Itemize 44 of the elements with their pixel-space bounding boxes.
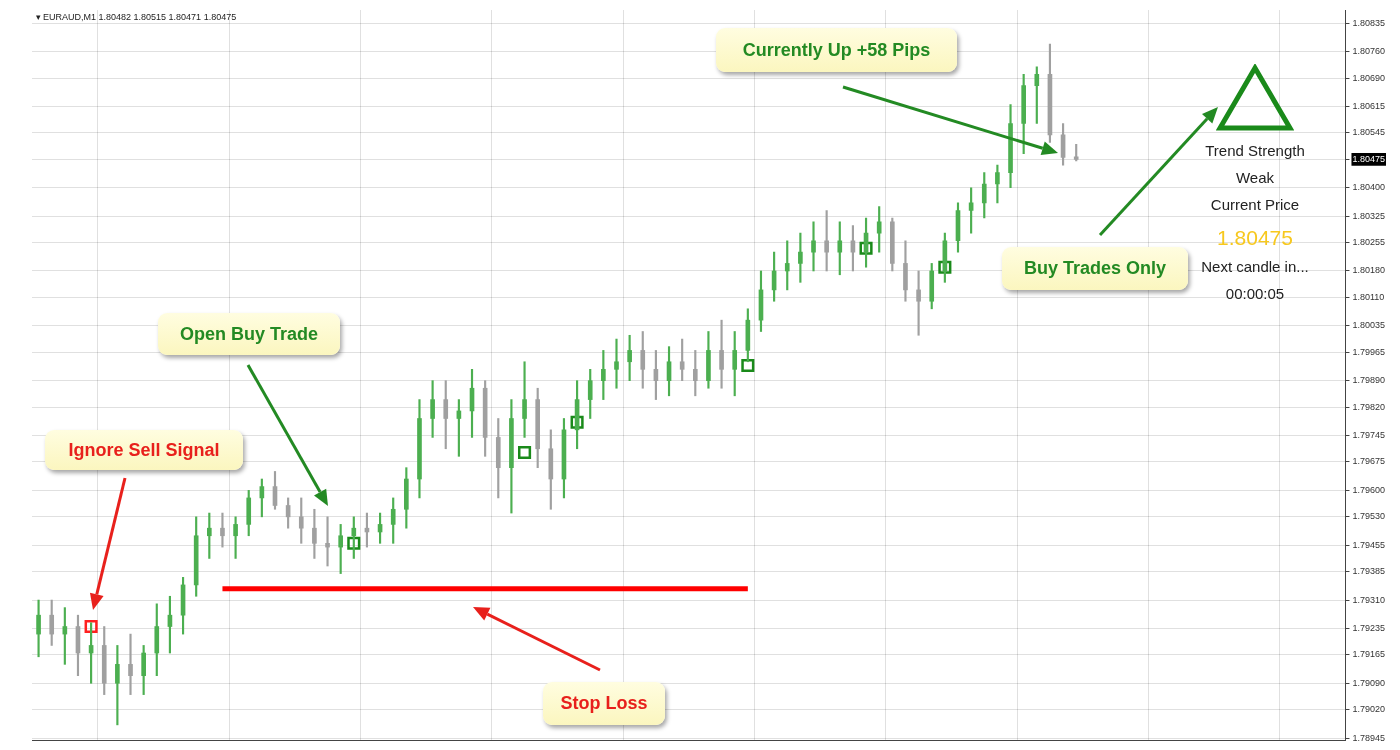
y-tick-label: 1.79820 <box>1352 401 1386 412</box>
annotation: Buy Trades Only <box>1002 247 1188 290</box>
y-tick-label: 1.79235 <box>1352 622 1386 633</box>
y-tick-label: 1.80690 <box>1352 72 1386 83</box>
y-tick-label: 1.79600 <box>1352 484 1386 495</box>
annotation: Next candle in... <box>1200 256 1310 277</box>
y-tick-label: 1.80110 <box>1352 291 1385 302</box>
y-tick-label: 1.80475 <box>1352 153 1386 164</box>
chart-title: ▾ EURAUD,M1 1.80482 1.80515 1.80471 1.80475 <box>36 12 237 23</box>
y-tick-label: 1.79020 <box>1352 704 1386 715</box>
y-tick-label: 1.78945 <box>1352 732 1386 743</box>
y-tick-label: 1.79385 <box>1352 566 1386 577</box>
annotation: 00:00:05 <box>1224 283 1286 304</box>
point <box>859 241 873 255</box>
y-tick-label: 1.80325 <box>1352 210 1386 221</box>
point <box>518 445 532 460</box>
y-tick-label: 1.79165 <box>1352 649 1386 660</box>
point <box>347 536 361 550</box>
y-tick-label: 1.80760 <box>1352 46 1386 57</box>
y-tick-label: 1.79310 <box>1352 594 1386 605</box>
y-tick-label: 1.80255 <box>1352 237 1386 248</box>
y-tick-label: 1.79890 <box>1352 375 1386 386</box>
annotation: Currently Up +58 Pips <box>716 28 957 72</box>
y-tick-label: 1.80545 <box>1352 127 1386 138</box>
y-tick-label: 1.80400 <box>1352 182 1386 193</box>
y-tick-label: 1.79530 <box>1352 511 1386 522</box>
y-tick-label: 1.80835 <box>1352 17 1386 28</box>
point <box>741 358 755 373</box>
annotation: Open Buy Trade <box>158 313 340 355</box>
annotation: Weak <box>1234 167 1276 188</box>
y-tick-label: 1.79675 <box>1352 456 1386 467</box>
annotation: Stop Loss <box>543 682 665 725</box>
y-tick-label: 1.79965 <box>1352 346 1386 357</box>
y-tick-label: 1.80180 <box>1352 265 1386 276</box>
y-tick-label: 1.79455 <box>1352 539 1386 550</box>
annotation: 1.80475 <box>1216 225 1294 252</box>
y-tick-label: 1.79745 <box>1352 430 1386 440</box>
y-tick-label: 1.80615 <box>1352 100 1386 111</box>
y-tick-label: 1.80035 <box>1352 320 1386 331</box>
annotation: Trend Strength <box>1204 140 1306 161</box>
annotation: Ignore Sell Signal <box>45 430 243 470</box>
y-tick-label: 1.79090 <box>1352 677 1386 688</box>
annotation: Current Price <box>1209 194 1301 215</box>
point <box>84 619 98 634</box>
